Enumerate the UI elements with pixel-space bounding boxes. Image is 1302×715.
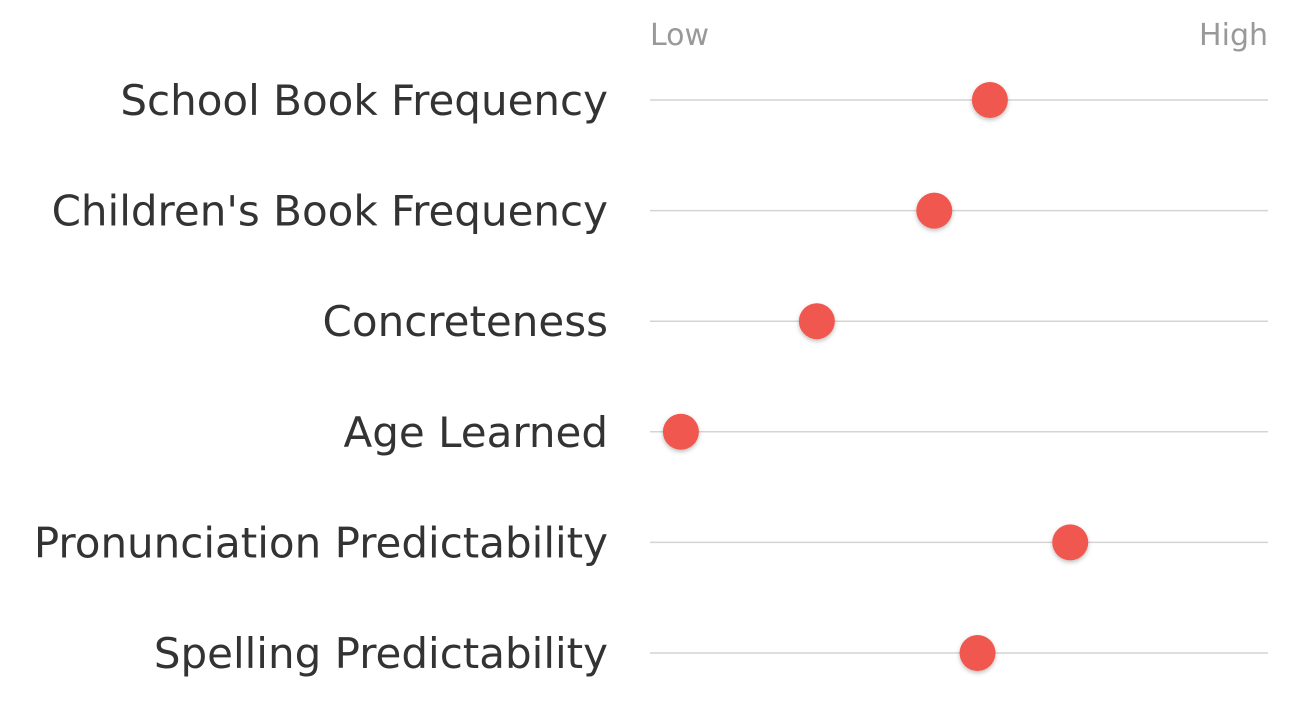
scale-low-label: Low bbox=[650, 18, 709, 53]
chart-rows: School Book Frequency Children's Book Fre… bbox=[34, 76, 1268, 678]
data-point bbox=[798, 303, 835, 340]
row-label: Children's Book Frequency bbox=[52, 187, 608, 236]
data-point bbox=[1052, 524, 1089, 561]
data-point bbox=[662, 413, 699, 450]
row-label: Pronunciation Predictability bbox=[34, 518, 608, 567]
data-point bbox=[971, 82, 1008, 118]
row-label: Age Learned bbox=[344, 408, 608, 457]
row-label: School Book Frequency bbox=[120, 76, 608, 125]
row-label: Concreteness bbox=[323, 297, 608, 346]
data-point bbox=[959, 635, 996, 671]
row-label: Spelling Predictability bbox=[154, 629, 608, 678]
data-point bbox=[916, 192, 953, 229]
scale-high-label: High bbox=[1199, 18, 1268, 53]
